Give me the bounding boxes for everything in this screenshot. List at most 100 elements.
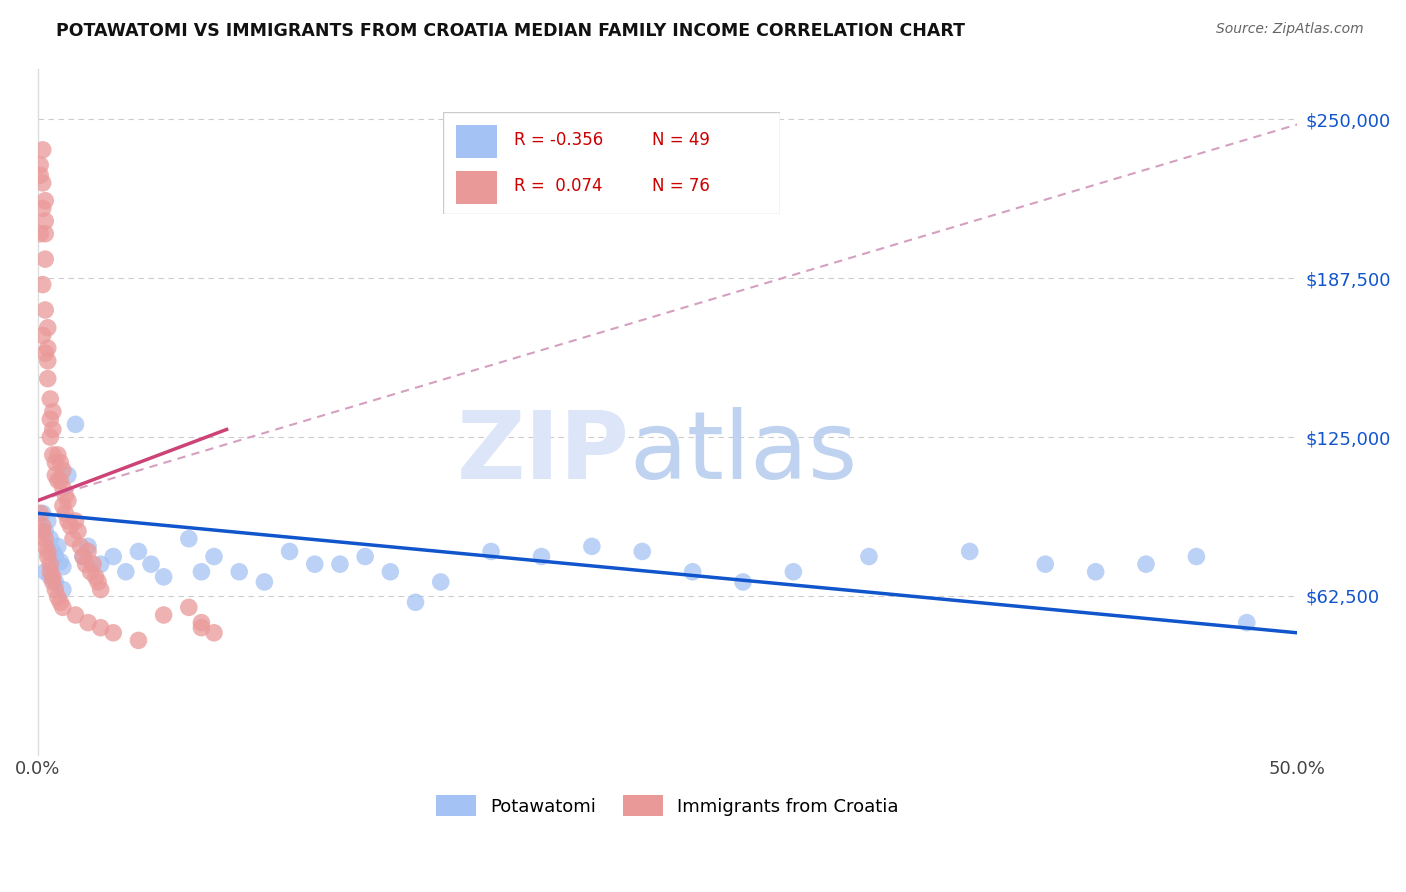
Point: [55, 489, 77, 503]
Point: [59, 519, 82, 533]
Point: [37, 371, 59, 385]
Point: [52, 463, 75, 477]
Point: [139, 557, 162, 571]
Bar: [457, 125, 496, 158]
Point: [66, 524, 89, 538]
Point: [39, 565, 62, 579]
Point: [278, 544, 301, 558]
Point: [190, 565, 212, 579]
Point: [34, 565, 56, 579]
Point: [37, 320, 59, 334]
Point: [380, 565, 402, 579]
Point: [49, 595, 72, 609]
Point: [52, 559, 75, 574]
Point: [127, 633, 149, 648]
Point: [190, 621, 212, 635]
Point: [37, 514, 59, 528]
Point: [37, 354, 59, 368]
Point: [44, 582, 66, 597]
Point: [127, 544, 149, 558]
Point: [49, 455, 72, 469]
Point: [37, 341, 59, 355]
Point: [42, 574, 65, 589]
Point: [479, 544, 502, 558]
Point: [31, 277, 53, 292]
Point: [65, 607, 87, 622]
Point: [56, 493, 79, 508]
Point: [52, 582, 75, 597]
Point: [39, 532, 62, 546]
Point: [34, 532, 56, 546]
Point: [858, 549, 880, 564]
Point: [31, 202, 53, 216]
Bar: [457, 171, 496, 204]
Point: [959, 544, 981, 558]
Point: [84, 570, 107, 584]
Point: [46, 540, 69, 554]
Point: [304, 557, 326, 571]
Point: [46, 473, 69, 487]
Point: [329, 557, 352, 571]
Point: [581, 540, 603, 554]
Point: [39, 430, 62, 444]
Point: [44, 549, 66, 564]
Point: [39, 570, 62, 584]
Point: [52, 600, 75, 615]
Point: [65, 417, 87, 432]
Point: [31, 524, 53, 538]
Point: [31, 176, 53, 190]
Point: [42, 544, 65, 558]
Point: [530, 549, 553, 564]
Point: [34, 346, 56, 360]
Point: [37, 549, 59, 564]
Point: [46, 448, 69, 462]
Point: [731, 574, 754, 589]
Point: [31, 519, 53, 533]
Point: [34, 214, 56, 228]
Point: [34, 540, 56, 554]
Point: [39, 557, 62, 571]
Point: [72, 549, 94, 564]
Point: [30, 227, 52, 241]
Point: [202, 625, 225, 640]
Point: [42, 422, 65, 436]
Point: [152, 570, 174, 584]
Point: [1236, 615, 1258, 630]
Point: [31, 506, 53, 520]
Legend: Potawatomi, Immigrants from Croatia: Potawatomi, Immigrants from Croatia: [429, 789, 905, 823]
Point: [72, 549, 94, 564]
Point: [177, 600, 200, 615]
Point: [1033, 557, 1056, 571]
Point: [56, 468, 79, 483]
Point: [177, 532, 200, 546]
Point: [354, 549, 377, 564]
Point: [44, 574, 66, 589]
Point: [52, 499, 75, 513]
Point: [90, 582, 112, 597]
Point: [90, 557, 112, 571]
Point: [30, 506, 52, 520]
Point: [190, 615, 212, 630]
Point: [82, 557, 104, 571]
Point: [30, 168, 52, 182]
Point: [152, 607, 174, 622]
Point: [49, 555, 72, 569]
Text: R = -0.356: R = -0.356: [513, 131, 603, 149]
Point: [39, 412, 62, 426]
Text: POTAWATOMI VS IMMIGRANTS FROM CROATIA MEDIAN FAMILY INCOME CORRELATION CHART: POTAWATOMI VS IMMIGRANTS FROM CROATIA ME…: [56, 22, 966, 40]
Point: [228, 565, 250, 579]
Text: N = 49: N = 49: [652, 131, 710, 149]
Point: [42, 405, 65, 419]
Point: [31, 143, 53, 157]
Text: ZIP: ZIP: [457, 407, 630, 499]
Point: [69, 540, 91, 554]
Text: N = 76: N = 76: [652, 178, 710, 195]
Text: Source: ZipAtlas.com: Source: ZipAtlas.com: [1216, 22, 1364, 37]
Point: [34, 227, 56, 241]
Point: [31, 328, 53, 343]
Point: [77, 540, 100, 554]
Point: [103, 625, 125, 640]
Point: [77, 544, 100, 558]
Point: [87, 574, 110, 589]
Point: [44, 468, 66, 483]
